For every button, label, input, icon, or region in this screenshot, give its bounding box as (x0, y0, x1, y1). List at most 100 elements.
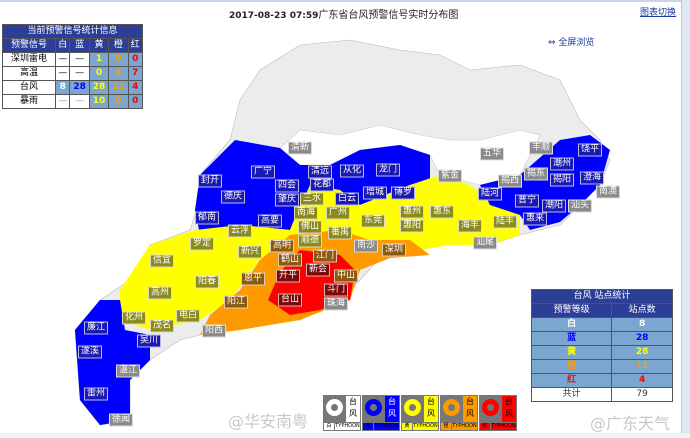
table-row[interactable]: 高温 — — 0 4 7 (1, 66, 144, 81)
station-label[interactable]: 信宜 (149, 254, 175, 268)
count-orange: 11 (611, 359, 673, 374)
station-label[interactable]: 南澳 (595, 185, 621, 199)
station-label[interactable]: 封开 (197, 174, 223, 188)
station-label[interactable]: 汕头 (567, 199, 593, 213)
station-label[interactable]: 广州 (325, 206, 351, 220)
station-label[interactable]: 潮州 (549, 157, 575, 171)
level-red: 红 (530, 373, 613, 388)
station-label[interactable]: 阳江 (223, 295, 249, 309)
station-label[interactable]: 佛山 (297, 220, 323, 234)
station-label[interactable]: 花都 (309, 178, 335, 192)
station-label[interactable]: 郁南 (194, 211, 220, 225)
station-label[interactable]: 罗定 (189, 237, 215, 251)
station-label[interactable]: 珠海 (323, 297, 349, 311)
station-label[interactable]: 澄海 (579, 171, 605, 185)
station-label[interactable]: 云浮 (227, 224, 253, 238)
table-row[interactable]: 台风 8 28 28 11 4 (1, 80, 144, 95)
station-label[interactable]: 惠州 (399, 205, 425, 219)
count-yellow: 28 (611, 345, 673, 360)
station-table-title: 台风 站点统计 (531, 289, 673, 304)
station-label[interactable]: 五华 (479, 147, 505, 161)
station-label[interactable]: 雷州 (83, 387, 109, 401)
station-label[interactable]: 广宁 (250, 165, 276, 179)
station-label[interactable]: 高明 (269, 239, 295, 253)
station-label[interactable]: 湛江 (115, 364, 141, 378)
station-label[interactable]: 东莞 (360, 214, 386, 228)
blue-count: — (69, 52, 90, 67)
station-label[interactable]: 台山 (277, 293, 303, 307)
station-label[interactable]: 揭东 (523, 167, 549, 181)
station-label[interactable]: 吴川 (136, 334, 162, 348)
col-header: 蓝 (69, 38, 90, 53)
station-label[interactable]: 清远 (307, 165, 333, 179)
station-label[interactable]: 揭阳 (549, 173, 575, 187)
station-label[interactable]: 阳春 (194, 275, 220, 289)
station-label[interactable]: 南海 (293, 206, 319, 220)
col-header: 站点数 (611, 303, 673, 318)
station-label[interactable]: 紫金 (437, 169, 463, 183)
station-label[interactable]: 陆丰 (492, 215, 518, 229)
station-label[interactable]: 中山 (333, 269, 359, 283)
station-label[interactable]: 德庆 (220, 190, 246, 204)
station-label[interactable]: 化州 (121, 311, 147, 325)
station-label[interactable]: 顺德 (297, 234, 323, 248)
station-label[interactable]: 高州 (147, 286, 173, 300)
station-label[interactable]: 陆河 (477, 187, 503, 201)
table-row[interactable]: 深圳雷电 — — 1 0 0 (1, 52, 144, 67)
station-label[interactable]: 四会 (274, 179, 300, 193)
station-label[interactable]: 新兴 (237, 245, 263, 259)
station-label[interactable]: 新会 (305, 263, 331, 277)
station-label[interactable]: 廉江 (83, 321, 109, 335)
station-label[interactable]: 开平 (275, 269, 301, 283)
level-white: 白 (530, 317, 613, 332)
typhoon-swirl-icon (326, 399, 343, 416)
station-label[interactable]: 惠来 (522, 212, 548, 226)
station-label[interactable]: 阳西 (201, 324, 227, 338)
blue-count: — (69, 66, 90, 81)
station-label[interactable]: 汕尾 (472, 236, 498, 250)
station-label[interactable]: 普宁 (514, 194, 540, 208)
fullscreen-button[interactable]: ⇔ 全屏浏览 (548, 35, 594, 48)
station-label[interactable]: 从化 (339, 164, 365, 178)
red-count: 4 (127, 80, 144, 95)
station-label[interactable]: 惠阳 (399, 219, 425, 233)
signal-name: 深圳雷电 (1, 52, 57, 67)
station-label[interactable]: 博罗 (390, 186, 416, 200)
station-label[interactable]: 丰顺 (528, 141, 554, 155)
station-label[interactable]: 南沙 (353, 239, 379, 253)
station-label[interactable]: 徐闻 (108, 413, 134, 427)
station-label[interactable]: 恩平 (240, 272, 266, 286)
station-label[interactable]: 增城 (362, 186, 388, 200)
warning-summary-table: 当前预警信号统计信息 预警信号 白 蓝 黄 橙 红 深圳雷电 — — 1 0 0… (1, 24, 144, 109)
station-label[interactable]: 高要 (257, 214, 283, 228)
signal-label-zh: 台风 (424, 396, 438, 422)
signal-level: 橙 (441, 423, 451, 430)
station-label[interactable]: 三水 (300, 192, 325, 206)
station-label[interactable]: 茂名 (149, 319, 175, 333)
station-label[interactable]: 海丰 (457, 219, 483, 233)
signal-label-zh: 台风 (502, 396, 516, 422)
station-label[interactable]: 惠东 (429, 205, 455, 219)
station-label[interactable]: 深圳 (381, 243, 407, 257)
station-label[interactable]: 潮阳 (541, 199, 567, 213)
station-label[interactable]: 清新 (287, 141, 313, 155)
watermark-left: @华安南粤 (228, 412, 309, 431)
fullscreen-icon: ⇔ (548, 38, 556, 48)
station-label[interactable]: 遂溪 (77, 345, 103, 359)
station-label[interactable]: 肇庆 (274, 193, 300, 207)
station-label[interactable]: 白云 (334, 192, 360, 206)
count-blue: 28 (611, 331, 673, 346)
station-label[interactable]: 江门 (312, 249, 338, 263)
chart-switch-link[interactable]: 图表切换 (640, 8, 677, 18)
station-label[interactable]: 番禺 (327, 226, 353, 240)
station-label[interactable]: 饶平 (577, 143, 603, 157)
signal-legend: 台风白 TYPHOON 台风蓝 TYPHOON 台风黄 TYPHOON 台风橙 TYPHOON… (323, 395, 517, 431)
table-row[interactable]: 暴雨 — — 10 0 0 (1, 94, 144, 109)
scrollbar[interactable] (681, 0, 690, 438)
station-label[interactable]: 龙门 (375, 163, 401, 177)
station-label[interactable]: 鹤山 (277, 253, 303, 267)
station-label[interactable]: 电白 (175, 309, 201, 323)
station-label[interactable]: 揭西 (497, 174, 523, 188)
station-label[interactable]: 斗门 (323, 283, 349, 297)
